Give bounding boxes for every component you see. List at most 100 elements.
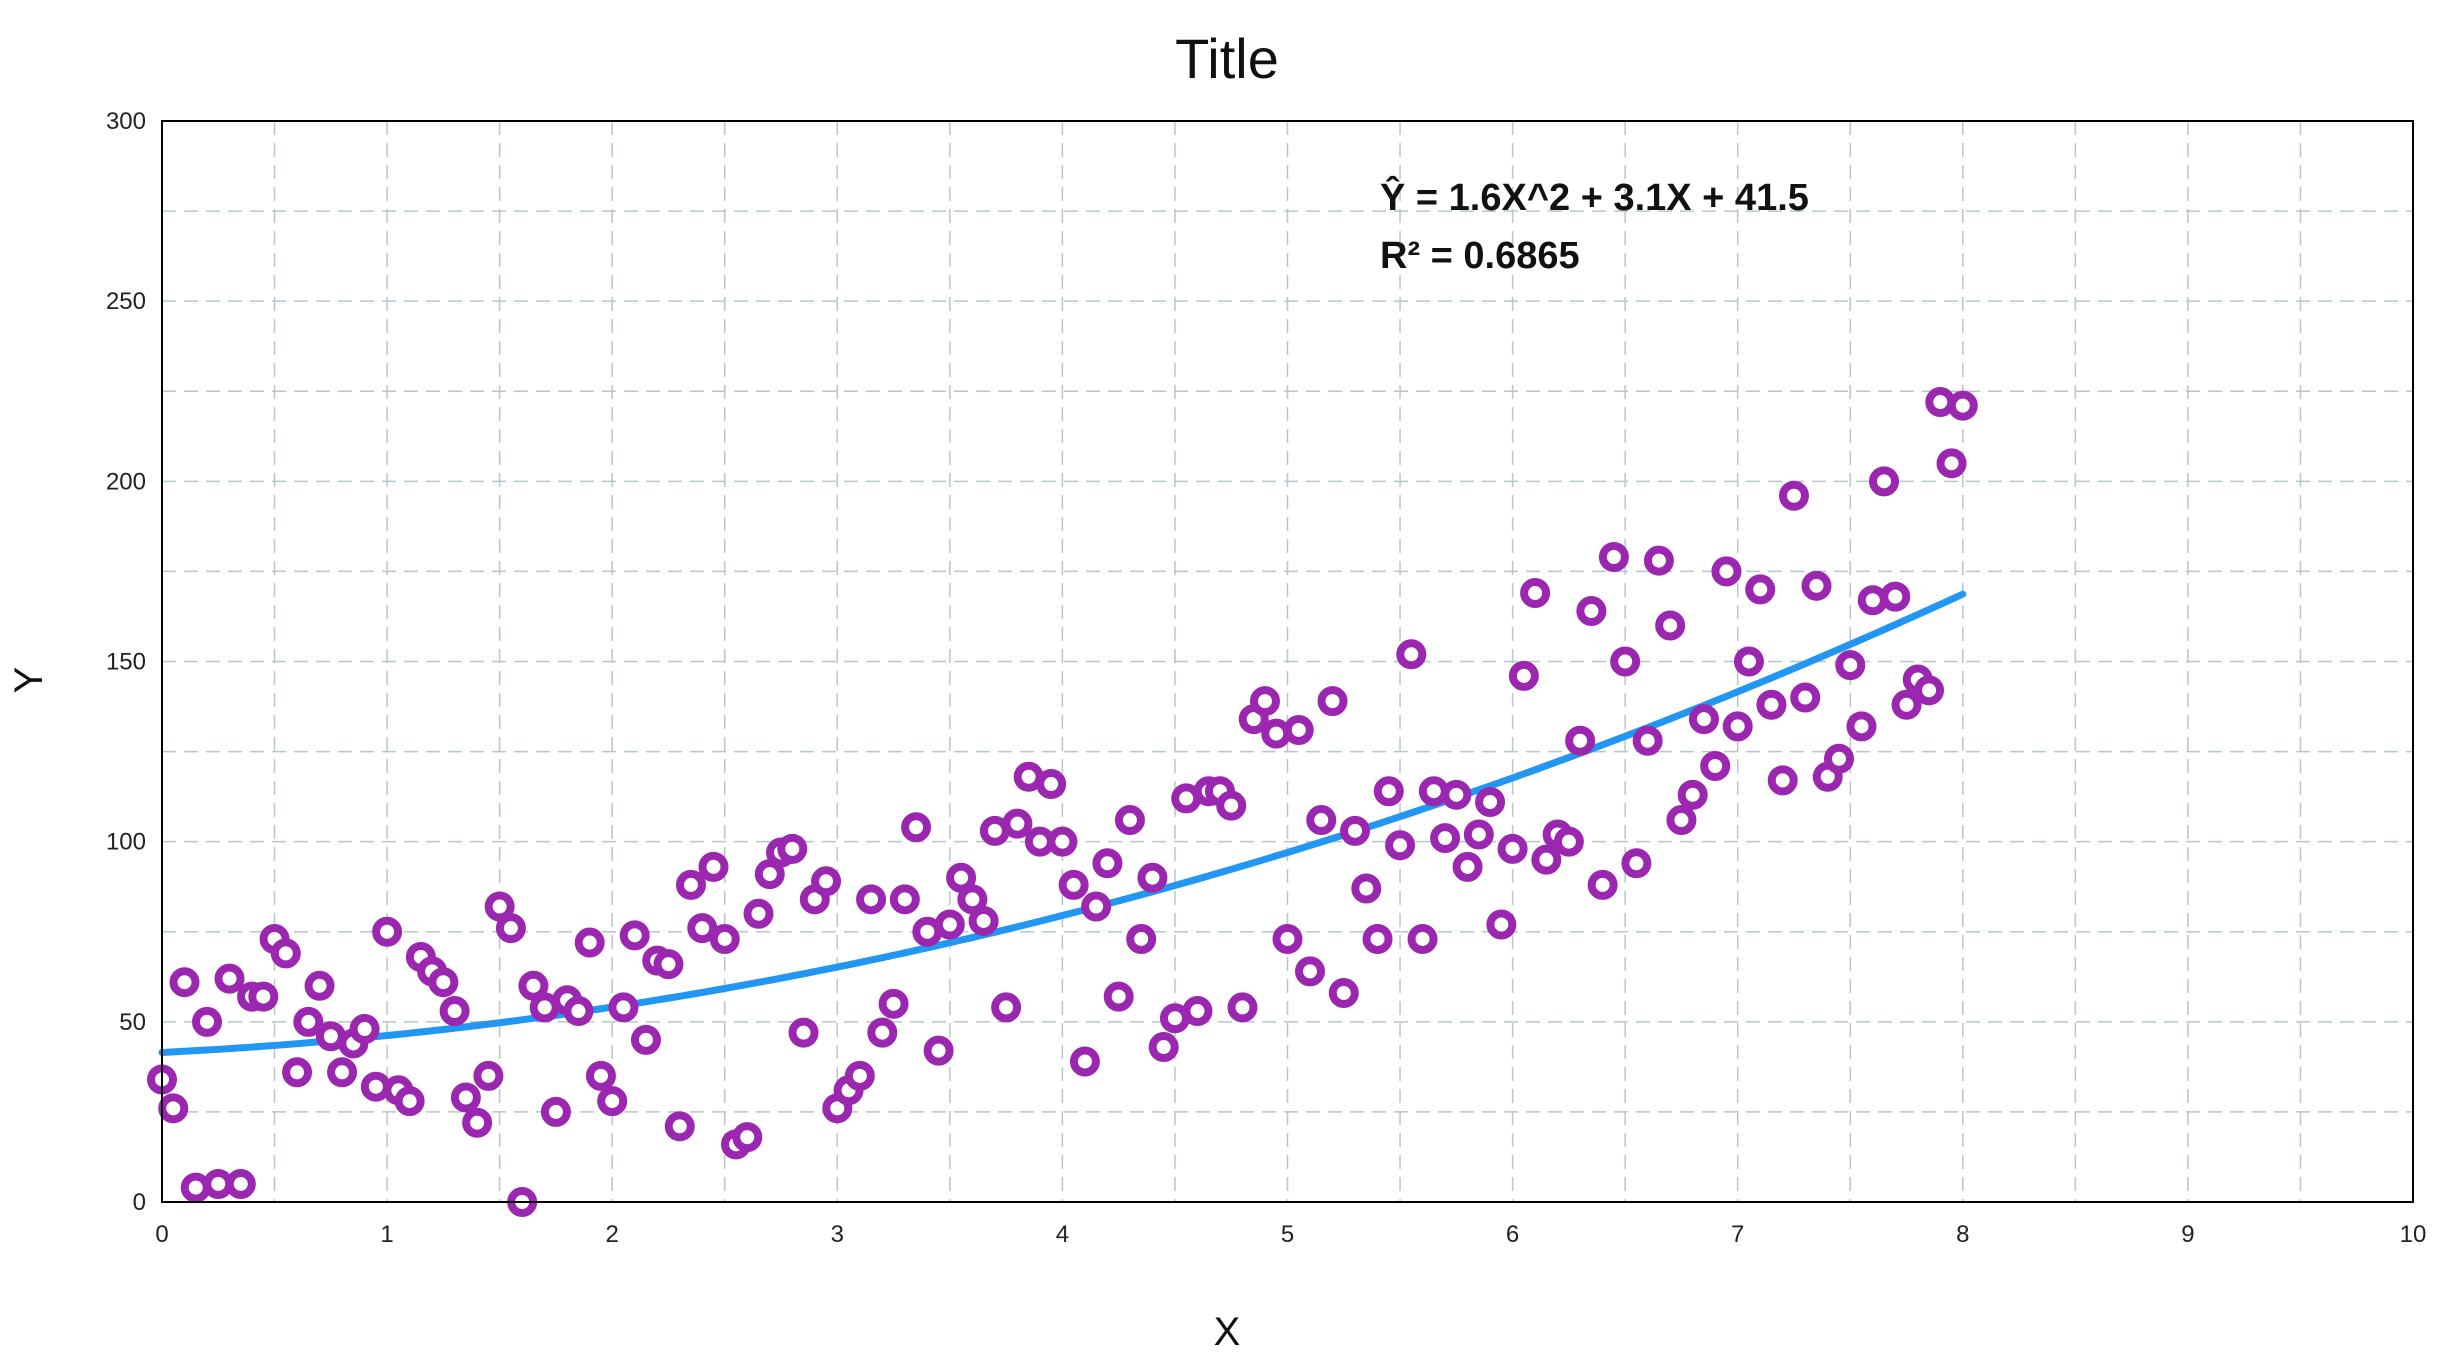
data-point xyxy=(664,1111,695,1142)
data-point xyxy=(934,909,965,940)
data-point xyxy=(518,970,549,1001)
data-point xyxy=(991,992,1022,1023)
data-point xyxy=(1418,776,1449,807)
y-tick-label: 0 xyxy=(133,1189,146,1216)
data-point xyxy=(619,920,650,951)
y-tick-label: 250 xyxy=(106,288,146,315)
y-tick-label: 200 xyxy=(106,468,146,495)
chart-title: Title xyxy=(1175,27,1279,90)
data-point xyxy=(1475,787,1506,818)
x-tick-label: 9 xyxy=(2181,1221,2194,1248)
data-point xyxy=(1508,660,1539,691)
data-point xyxy=(1452,851,1483,882)
y-tick-label: 100 xyxy=(106,829,146,856)
data-point xyxy=(608,992,639,1023)
data-point xyxy=(1306,805,1337,836)
data-point xyxy=(473,1060,504,1091)
data-point xyxy=(1227,992,1258,1023)
x-tick-label: 2 xyxy=(606,1221,619,1248)
data-point xyxy=(630,1024,661,1055)
x-tick-label: 6 xyxy=(1506,1221,1519,1248)
data-point xyxy=(1880,581,1911,612)
data-point xyxy=(1632,725,1663,756)
data-point xyxy=(1092,848,1123,879)
data-point xyxy=(1081,891,1112,922)
data-point xyxy=(675,869,706,900)
data-point xyxy=(1351,873,1382,904)
data-point xyxy=(462,1107,493,1138)
data-point xyxy=(158,1093,189,1124)
y-axis-title: Y xyxy=(7,667,51,694)
data-point xyxy=(687,913,718,944)
data-point xyxy=(901,812,932,843)
data-point xyxy=(225,1168,256,1199)
data-point xyxy=(1295,956,1326,987)
data-point xyxy=(1362,923,1393,954)
data-point xyxy=(732,1122,763,1153)
data-point xyxy=(878,988,909,1019)
data-point xyxy=(282,1057,313,1088)
x-tick-label: 4 xyxy=(1056,1221,1069,1248)
data-point xyxy=(1925,387,1956,418)
data-point xyxy=(1317,686,1348,717)
x-axis-title: X xyxy=(1214,1310,1241,1354)
data-point xyxy=(428,967,459,998)
data-point xyxy=(1823,743,1854,774)
data-point xyxy=(563,996,594,1027)
data-point xyxy=(754,859,785,890)
data-point xyxy=(1137,862,1168,893)
data-point xyxy=(1790,682,1821,713)
data-point xyxy=(439,996,470,1027)
plot-frame xyxy=(161,120,2414,1203)
data-point xyxy=(304,970,335,1001)
data-point xyxy=(1261,718,1292,749)
data-point xyxy=(1846,711,1877,742)
data-point xyxy=(327,1057,358,1088)
data-point xyxy=(653,949,684,980)
data-point xyxy=(270,938,301,969)
data-point xyxy=(1531,844,1562,875)
x-tick-label: 0 xyxy=(155,1221,168,1248)
data-point xyxy=(1114,805,1145,836)
data-point xyxy=(360,1071,391,1102)
y-tick-label: 150 xyxy=(106,649,146,676)
data-point xyxy=(1756,689,1787,720)
data-point xyxy=(1688,704,1719,735)
data-point xyxy=(495,913,526,944)
data-point xyxy=(923,1035,954,1066)
data-point xyxy=(1666,805,1697,836)
data-point xyxy=(1069,1046,1100,1077)
data-point xyxy=(574,927,605,958)
data-point xyxy=(1520,578,1551,609)
data-point xyxy=(1002,808,1033,839)
x-tick-label: 3 xyxy=(831,1221,844,1248)
data-point xyxy=(709,923,740,954)
data-point xyxy=(1272,923,1303,954)
data-point xyxy=(1891,689,1922,720)
data-point xyxy=(540,1096,571,1127)
data-point xyxy=(1497,833,1528,864)
data-point xyxy=(1430,823,1461,854)
data-point xyxy=(372,916,403,947)
data-point xyxy=(214,963,245,994)
data-point xyxy=(844,1060,875,1091)
data-point xyxy=(1655,610,1686,641)
data-point xyxy=(293,1006,324,1037)
data-point xyxy=(856,884,887,915)
data-point xyxy=(957,884,988,915)
data-point xyxy=(1587,869,1618,900)
data-point xyxy=(1576,596,1607,627)
data-point xyxy=(585,1060,616,1091)
data-point xyxy=(1722,711,1753,742)
data-point xyxy=(1711,556,1742,587)
data-point xyxy=(1216,790,1247,821)
data-point xyxy=(1047,826,1078,857)
data-point xyxy=(1182,996,1213,1027)
x-tick-label: 7 xyxy=(1731,1221,1744,1248)
data-point xyxy=(1621,848,1652,879)
data-point xyxy=(1610,646,1641,677)
data-point xyxy=(1745,574,1776,605)
regression-equation: Ŷ = 1.6X^2 + 3.1X + 41.5 xyxy=(1380,175,1809,219)
data-point xyxy=(1283,714,1314,745)
data-point xyxy=(1835,650,1866,681)
